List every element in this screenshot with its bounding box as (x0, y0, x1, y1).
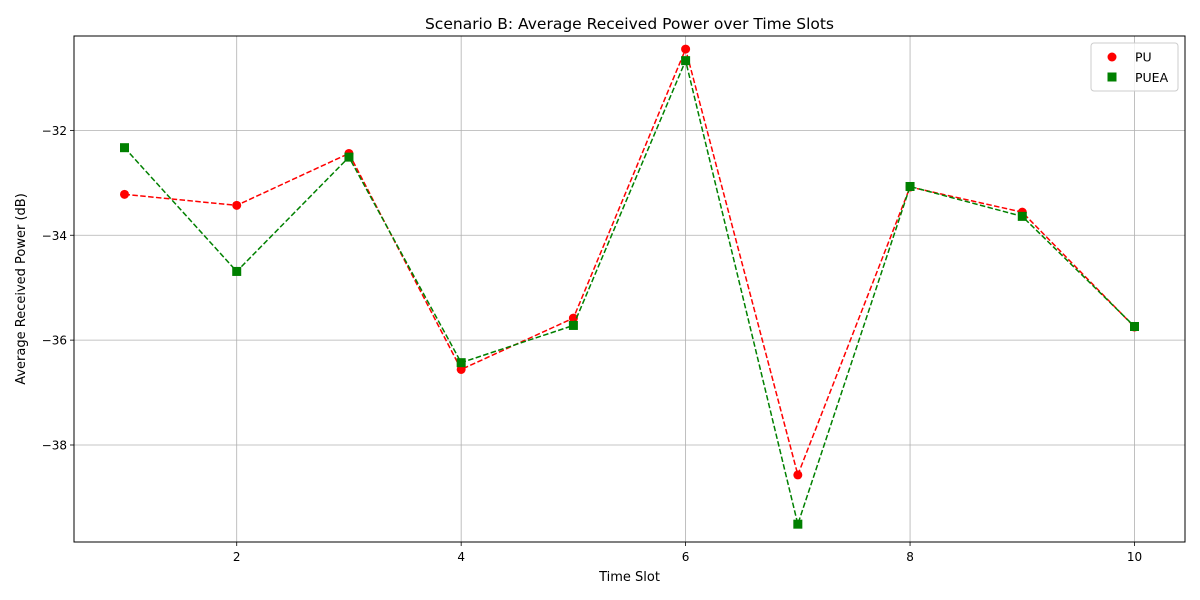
x-axis-ticks: 2 4 6 8 10 (233, 542, 1142, 564)
x-tick-label: 4 (457, 550, 465, 564)
plot-frame (73, 35, 1186, 543)
data-point-puea (568, 320, 578, 330)
y-axis-ticks: −38 −36 −34 −32 (42, 124, 74, 452)
data-point-puea (905, 181, 915, 191)
legend-marker-puea (1107, 72, 1117, 82)
data-point-puea (120, 143, 129, 153)
series-line-pu (124, 46, 1136, 478)
y-tick-label: −38 (42, 438, 67, 452)
series-line-puea (123, 58, 1136, 527)
data-point-pu (793, 470, 803, 480)
legend-marker-pu (1107, 52, 1117, 62)
y-tick-label: −36 (42, 334, 67, 348)
data-point-puea (344, 152, 354, 162)
x-tick-label: 10 (1127, 550, 1142, 564)
chart-title: Scenario B: Average Received Power over … (425, 15, 834, 33)
data-point-puea (456, 358, 466, 368)
x-tick-label: 6 (682, 550, 690, 564)
data-point-puea (793, 519, 803, 529)
legend: PU PUEA (1090, 42, 1179, 92)
data-point-pu (120, 189, 129, 199)
data-point-puea (681, 56, 691, 66)
data-point-puea (1130, 321, 1139, 331)
x-axis-title: Time Slot (598, 570, 660, 585)
y-tick-label: −32 (42, 124, 67, 138)
data-point-pu (232, 200, 242, 210)
data-point-pu (681, 44, 691, 54)
data-point-pu (568, 313, 578, 323)
grid (74, 36, 1185, 542)
x-tick-label: 2 (233, 550, 241, 564)
legend-label-puea: PUEA (1135, 70, 1169, 85)
x-tick-label: 8 (906, 550, 914, 564)
y-tick-label: −34 (42, 229, 67, 243)
legend-label-pu: PU (1135, 50, 1152, 65)
series-layer (120, 44, 1139, 529)
y-axis-title: Average Received Power (dB) (14, 193, 29, 385)
data-point-puea (232, 266, 242, 276)
data-point-pu (456, 364, 466, 374)
data-point-puea (1017, 211, 1027, 221)
